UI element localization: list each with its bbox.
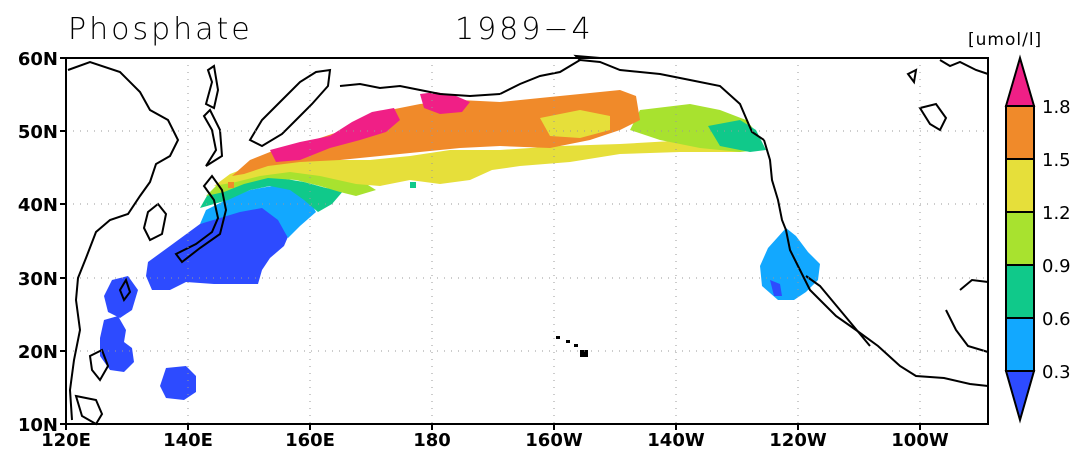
lon-tick: 140W: [647, 430, 705, 451]
phosphate-field: [100, 90, 820, 400]
colorbar-labels: 0.3 0.6 0.9 1.2 1.5 1.8: [1042, 97, 1071, 383]
colorbar-units: [umol/l]: [968, 30, 1043, 50]
colorbar-label: 1.5: [1042, 150, 1071, 171]
lon-tick: 120E: [41, 430, 91, 451]
lon-tick: 120W: [769, 430, 827, 451]
map-frame: [65, 57, 989, 425]
lon-tick: 180: [413, 430, 451, 451]
lat-tick: 50N: [18, 122, 58, 143]
lat-tick: 20N: [18, 342, 58, 363]
colorbar-segment: [1005, 317, 1035, 372]
lat-tick-labels: 60N 50N 40N 30N 20N 10N: [18, 49, 58, 436]
colorbar-label: 0.3: [1042, 362, 1071, 383]
colorbar-segment: [1005, 211, 1035, 266]
colorbar-label: 0.9: [1042, 256, 1071, 277]
lon-tick: 160W: [525, 430, 583, 451]
colorbar-segment: [1005, 264, 1035, 319]
lat-tick: 60N: [18, 49, 58, 70]
colorbar-label: 1.2: [1042, 203, 1071, 224]
map-title-date: 1989−4: [455, 12, 594, 47]
axis-ticks: [60, 57, 921, 430]
lon-tick: 140E: [163, 430, 213, 451]
colorbar-segment: [1005, 158, 1035, 213]
lat-tick: 10N: [18, 415, 58, 436]
lon-tick: 160E: [285, 430, 335, 451]
lat-tick: 30N: [18, 269, 58, 290]
lon-tick: 100W: [891, 430, 949, 451]
colorbar-label: 1.8: [1042, 97, 1071, 118]
hawaii-islands: [556, 336, 588, 357]
lat-tick: 40N: [18, 195, 58, 216]
coastlines: [67, 54, 989, 426]
map-title-variable: Phosphate: [68, 12, 253, 47]
gridlines: [66, 58, 988, 424]
lon-tick-labels: 120E 140E 160E 180 160W 140W 120W 100W: [41, 430, 949, 451]
colorbar-label: 0.6: [1042, 309, 1071, 330]
colorbar-top-arrow: [1004, 54, 1036, 107]
colorbar-segment: [1005, 105, 1035, 160]
colorbar-bottom-arrow: [1004, 370, 1036, 424]
colorbar: [1004, 54, 1036, 424]
